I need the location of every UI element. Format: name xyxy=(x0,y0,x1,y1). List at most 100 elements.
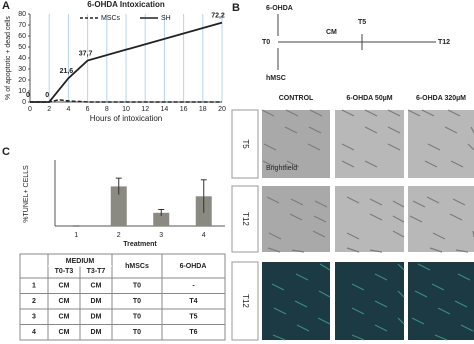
cell-texture xyxy=(346,196,360,204)
cell-texture xyxy=(454,300,468,308)
x-tick-label: 1 xyxy=(74,232,78,239)
cell-texture xyxy=(467,143,474,151)
y-tick-label: 0 xyxy=(22,99,26,106)
cell-texture xyxy=(457,273,471,281)
micrograph xyxy=(408,186,474,252)
cell-texture xyxy=(426,196,440,204)
table-subheader: T0-T3 xyxy=(55,268,74,275)
cell-texture xyxy=(460,324,474,332)
y-axis-label: %TUNEL+ CELLS xyxy=(23,165,30,223)
panel-letter: A xyxy=(2,0,10,12)
cell-texture xyxy=(397,263,405,271)
data-label: 0 xyxy=(45,92,49,99)
table-cell: CM xyxy=(59,298,70,305)
table-cell: T6 xyxy=(189,329,197,336)
cell-texture xyxy=(412,200,426,208)
timeline-label: hMSC xyxy=(266,75,286,82)
cell-texture xyxy=(341,109,355,117)
table-cell: CM xyxy=(59,329,70,336)
cell-texture xyxy=(346,247,360,253)
cell-texture xyxy=(369,249,383,253)
data-label: 72,2 xyxy=(211,12,225,19)
row-label: T12 xyxy=(241,212,250,226)
cell-texture xyxy=(307,143,321,151)
table-cell: DM xyxy=(91,298,102,305)
cell-texture xyxy=(341,160,355,168)
row-label: T5 xyxy=(241,139,250,149)
cell-texture xyxy=(295,273,309,281)
table-cell: T0 xyxy=(133,298,141,305)
column-header: 6-OHDA 50µM xyxy=(346,95,392,102)
cell-texture xyxy=(319,263,331,271)
micrograph xyxy=(335,110,404,178)
y-tick-label: 80 xyxy=(18,11,26,18)
cell-texture xyxy=(346,232,360,240)
cell-texture xyxy=(273,307,287,315)
table-cell: 2 xyxy=(32,298,36,305)
cell-texture xyxy=(424,160,438,168)
cell-texture xyxy=(437,307,451,315)
legend-label: MSCs xyxy=(101,15,121,22)
micrograph xyxy=(335,262,404,340)
cell-texture xyxy=(369,213,383,221)
x-axis-label: Treatment xyxy=(123,241,157,248)
cell-texture xyxy=(414,290,428,298)
cell-texture xyxy=(318,290,331,298)
table-cell: DM xyxy=(91,329,102,336)
cell-texture xyxy=(369,198,383,206)
cell-texture xyxy=(392,200,405,208)
table-cell: T0 xyxy=(133,283,141,290)
x-tick-label: 12 xyxy=(141,106,149,113)
y-tick-label: 50 xyxy=(18,44,26,51)
column-header: 6-OHDA 320µM xyxy=(416,95,466,102)
table-frame xyxy=(19,253,226,341)
cell-texture xyxy=(449,213,463,221)
cell-texture xyxy=(284,126,298,134)
x-axis-label: Hours of intoxication xyxy=(90,114,162,123)
cell-texture xyxy=(452,198,466,206)
cell-texture xyxy=(397,317,405,325)
x-tick-label: 18 xyxy=(199,106,207,113)
y-tick-label: 70 xyxy=(18,22,26,29)
cell-texture xyxy=(312,230,326,238)
table-cell: T0 xyxy=(133,329,141,336)
row-label: T12 xyxy=(241,294,250,308)
x-tick-label: 14 xyxy=(161,106,169,113)
cell-texture xyxy=(313,215,327,223)
chart-title: 6-OHDA Intoxication xyxy=(87,0,165,9)
cell-texture xyxy=(455,249,469,253)
cell-texture xyxy=(374,273,388,281)
cell-texture xyxy=(285,109,299,117)
table-header: MEDIUM xyxy=(66,258,95,265)
cell-texture xyxy=(392,230,405,238)
cell-texture xyxy=(341,143,355,151)
line xyxy=(30,21,223,103)
table-cell: T5 xyxy=(189,314,197,321)
timeline-label: CM xyxy=(326,29,337,36)
cell-texture xyxy=(447,109,461,117)
table-header: 6-OHDA xyxy=(180,263,207,270)
y-tick-label: 40 xyxy=(18,55,26,62)
legend-label: SH xyxy=(161,15,171,22)
cell-texture xyxy=(271,283,285,291)
cell-texture xyxy=(364,160,378,168)
cell-texture xyxy=(409,215,423,223)
row-label-box xyxy=(231,261,259,341)
cell-texture xyxy=(294,300,308,308)
cell-texture xyxy=(351,307,365,315)
cell-texture xyxy=(427,143,441,151)
y-tick-label: 20 xyxy=(18,77,26,84)
x-tick-label: 20 xyxy=(218,106,226,113)
table-cell: T4 xyxy=(189,298,197,305)
y-tick-label: 30 xyxy=(18,66,26,73)
cell-texture xyxy=(417,263,431,271)
cell-texture xyxy=(364,109,378,117)
table-cell: - xyxy=(192,283,195,290)
row-label-box xyxy=(231,185,259,253)
table-cell: CM xyxy=(59,283,70,290)
timeline-label: T0 xyxy=(262,39,270,46)
bar xyxy=(110,186,127,226)
cell-texture xyxy=(397,290,405,298)
table-subheader: T3-T7 xyxy=(87,268,106,275)
